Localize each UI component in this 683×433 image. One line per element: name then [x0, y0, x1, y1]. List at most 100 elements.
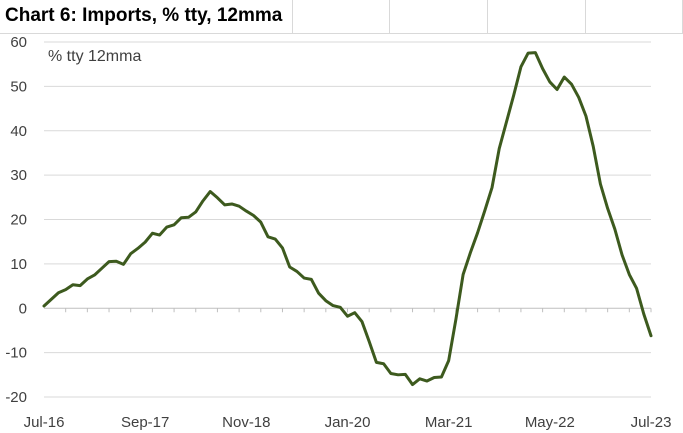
data-point	[159, 234, 161, 236]
y-tick-label: 10	[10, 256, 27, 273]
data-point	[614, 228, 616, 230]
data-point	[433, 376, 435, 379]
data-point	[570, 83, 573, 85]
data-point	[643, 313, 645, 315]
data-point	[462, 273, 464, 276]
data-point	[317, 292, 320, 294]
y-tick-label: 20	[10, 212, 27, 229]
data-point	[592, 145, 594, 147]
data-point	[296, 270, 298, 273]
data-point	[79, 285, 81, 287]
title-cell: Chart 6: Imports, % tty, 12mma	[0, 0, 293, 34]
data-point	[361, 320, 363, 323]
data-point	[93, 274, 96, 276]
x-tick-label: Nov-18	[222, 414, 270, 431]
data-point	[578, 96, 580, 99]
data-point	[224, 204, 226, 206]
data-point	[151, 232, 153, 234]
y-tick-label: 40	[10, 123, 27, 140]
data-point	[216, 197, 219, 199]
data-point	[137, 247, 139, 249]
data-point	[563, 76, 565, 78]
y-tick-label: 0	[19, 300, 27, 317]
data-point	[585, 115, 587, 117]
data-point	[281, 247, 284, 249]
y-tick-label: -20	[5, 389, 27, 406]
data-point	[411, 383, 414, 386]
unit-label: % tty 12mma	[48, 48, 141, 65]
data-point	[628, 273, 630, 276]
data-point	[440, 376, 443, 378]
x-axis: Jul-16 Sep-17 Nov-18 Jan-20 Mar-21 May-22 Jul-…	[24, 307, 672, 431]
series-group	[42, 51, 653, 387]
data-point	[50, 298, 52, 300]
data-point	[231, 203, 233, 205]
y-tick-label: 50	[10, 78, 27, 95]
data-point	[180, 217, 182, 219]
x-tick-label: May-22	[525, 414, 575, 431]
x-tick-label: Jul-23	[631, 414, 672, 431]
data-point	[513, 94, 515, 96]
sheet-cell	[488, 0, 586, 34]
data-point	[354, 312, 356, 314]
data-point	[173, 224, 175, 226]
y-axis: 60 50 40 30 20 10 0 -10 -20	[5, 34, 27, 406]
data-point	[549, 81, 551, 83]
data-point	[195, 211, 197, 213]
data-point	[419, 378, 421, 380]
data-point	[101, 267, 103, 269]
data-point	[144, 241, 146, 243]
data-point	[310, 278, 312, 281]
data-point	[238, 205, 240, 207]
y-tick-label: 30	[10, 167, 27, 184]
data-point	[339, 306, 341, 308]
data-point	[542, 68, 544, 70]
data-point	[498, 147, 500, 150]
data-point	[397, 374, 399, 376]
data-point	[260, 221, 262, 223]
x-tick-label: Jul-16	[24, 414, 65, 431]
data-point	[491, 186, 493, 189]
data-point	[245, 210, 247, 212]
data-point	[43, 305, 45, 307]
data-point	[527, 52, 529, 54]
data-point	[274, 238, 276, 240]
data-point	[130, 253, 132, 255]
data-point	[108, 261, 110, 263]
data-point	[368, 340, 370, 343]
data-point	[469, 252, 471, 254]
data-point	[375, 361, 378, 363]
sheet-cell	[292, 0, 390, 34]
data-point	[426, 380, 428, 382]
data-point	[650, 335, 652, 337]
y-tick-label: -10	[5, 345, 27, 362]
chart-title: Chart 6: Imports, % tty, 12mma	[5, 5, 283, 26]
data-point	[325, 300, 327, 302]
data-point	[346, 315, 349, 317]
data-point	[267, 236, 269, 238]
data-point	[505, 121, 508, 123]
data-point	[520, 66, 522, 68]
data-point	[621, 254, 623, 256]
data-point	[86, 278, 88, 280]
x-tick-label: Jan-20	[325, 414, 371, 431]
data-point	[404, 373, 406, 375]
x-tick-label: Sep-17	[121, 414, 169, 431]
y-tick-label: 60	[10, 34, 27, 51]
data-point	[383, 363, 385, 365]
gridlines	[44, 41, 651, 398]
data-point	[209, 190, 211, 193]
data-point	[556, 88, 558, 91]
sheet-cell	[390, 0, 488, 34]
data-point	[57, 292, 60, 294]
x-tick-label: Mar-21	[425, 414, 473, 431]
data-point	[115, 260, 117, 262]
data-point	[484, 210, 486, 212]
data-point	[455, 318, 457, 320]
data-point	[332, 304, 334, 307]
data-point	[72, 284, 74, 286]
data-point	[303, 277, 305, 279]
data-point	[448, 360, 450, 362]
data-point	[166, 226, 168, 228]
